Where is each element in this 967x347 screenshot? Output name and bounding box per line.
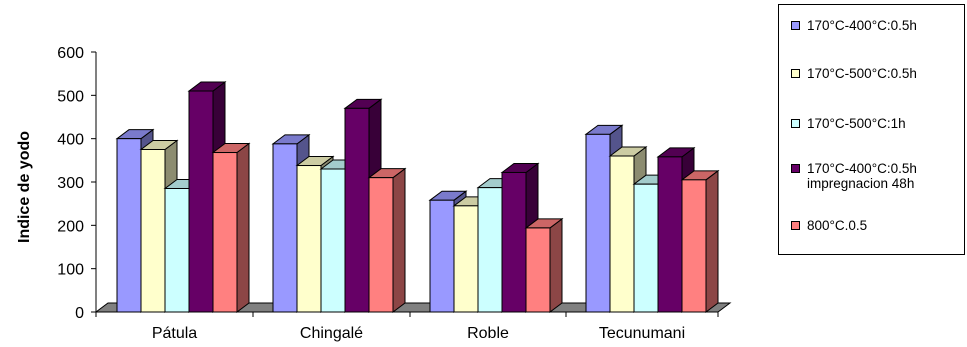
- bar: [656, 146, 696, 313]
- legend-label: 170°C-500°C:1h: [807, 116, 906, 131]
- y-tick-label: 500: [57, 88, 84, 105]
- legend-swatch: [791, 221, 800, 230]
- y-tick-label: 100: [57, 262, 84, 279]
- y-tick-label: 200: [57, 218, 84, 235]
- y-tick-label: 0: [75, 305, 84, 322]
- x-tick-label: Tecunumani: [599, 325, 685, 342]
- bar: [367, 167, 407, 313]
- legend-swatch: [791, 119, 800, 128]
- chart-legend: 170°C-400°C:0.5h 170°C-500°C:0.5h 170°C-50…: [778, 4, 965, 255]
- legend-swatch: [791, 164, 800, 173]
- y-tick-label: 400: [57, 132, 84, 149]
- bar: [211, 142, 251, 313]
- chart-bars: [115, 81, 720, 313]
- legend-label: 170°C-400°C:0.5h: [807, 18, 917, 33]
- legend-label: 170°C-500°C:0.5h: [807, 66, 917, 81]
- y-axis-label: Indice de yodo: [16, 131, 33, 243]
- x-tick-label: Chingalé: [300, 325, 363, 342]
- x-tick-label: Pátula: [152, 325, 197, 342]
- legend-swatch: [791, 69, 800, 78]
- bar: [524, 217, 564, 313]
- legend-label: 800°C.0.5: [807, 218, 868, 233]
- y-tick-label: 600: [57, 45, 84, 62]
- x-tick-label: Roble: [467, 325, 509, 342]
- legend-label: 170°C-400°C:0.5h impregnacion 48h: [807, 161, 917, 191]
- y-tick-label: 300: [57, 175, 84, 192]
- bar: [680, 169, 720, 313]
- legend-swatch: [791, 21, 800, 30]
- chart-axes: 0 100 200 300 400 500 600 Pátula Chingalé Roble Te…: [57, 45, 719, 342]
